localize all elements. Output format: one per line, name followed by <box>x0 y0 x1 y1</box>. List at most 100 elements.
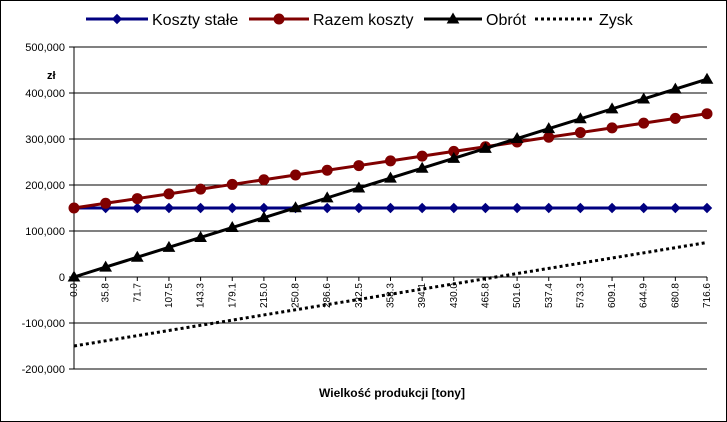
x-tick-label: 286.6 <box>322 283 333 308</box>
data-point <box>638 117 650 129</box>
data-point <box>289 201 302 213</box>
x-tick-label: 71.7 <box>132 283 143 303</box>
data-point <box>194 230 207 242</box>
series-layer <box>67 72 714 348</box>
legend-item: Koszty stałe <box>86 12 238 29</box>
data-point <box>700 72 714 84</box>
x-axis-title: Wielkość produkcji [tony] <box>319 386 465 400</box>
data-point <box>67 270 81 282</box>
data-point <box>448 202 460 214</box>
y-tick-label: 100,000 <box>25 226 65 238</box>
data-point <box>638 202 649 214</box>
data-point <box>163 188 175 200</box>
x-tick-label: 501.6 <box>512 283 523 308</box>
x-tick-label: 609.1 <box>607 283 618 308</box>
legend-label: Razem koszty <box>313 12 413 29</box>
data-point <box>353 160 365 172</box>
data-point <box>670 202 681 214</box>
data-point <box>385 202 396 214</box>
data-point <box>447 151 461 163</box>
data-point <box>352 181 366 193</box>
data-point <box>226 178 238 190</box>
data-point <box>163 202 175 214</box>
data-point <box>479 141 492 153</box>
data-point <box>321 164 333 176</box>
data-point <box>257 211 271 223</box>
y-tick-label: 200,000 <box>25 180 65 192</box>
data-point <box>668 82 682 94</box>
data-point <box>227 202 238 214</box>
legend-label: Zysk <box>599 12 634 29</box>
data-point <box>606 202 618 214</box>
x-tick-label: 250.8 <box>291 283 302 308</box>
data-point <box>574 127 586 139</box>
x-tick-label: 107.5 <box>164 283 175 308</box>
x-tick-label: 358.3 <box>386 283 397 308</box>
y-axis-label: zł <box>47 70 56 82</box>
legend-item: Obrót <box>424 12 527 29</box>
axes <box>69 46 708 370</box>
legend-item: Zysk <box>535 12 634 29</box>
data-point <box>543 131 555 143</box>
x-tick-label: 0.0 <box>69 283 80 297</box>
series-Razem koszty <box>68 108 713 214</box>
legend-label: Koszty stałe <box>152 12 238 29</box>
x-tick-label: 430.0 <box>449 283 460 308</box>
legend-marker <box>111 13 123 25</box>
x-tick-label: 644.9 <box>639 283 650 308</box>
data-point <box>258 202 270 214</box>
x-tick-label: 680.8 <box>670 283 681 308</box>
x-tick-label: 322.5 <box>354 283 365 308</box>
y-tick-labels: 500,000 400,000 300,000 200,000 100,000 0 -100… <box>22 42 65 376</box>
y-tick-label: -100,000 <box>22 318 65 330</box>
legend-label: Obrót <box>486 12 527 29</box>
data-point <box>543 202 554 214</box>
data-point <box>701 108 713 120</box>
data-point <box>132 202 143 214</box>
x-tick-label: 716.6 <box>702 283 713 308</box>
data-point <box>605 102 619 114</box>
data-point <box>637 92 651 104</box>
data-point <box>100 197 112 209</box>
data-point <box>320 191 334 203</box>
data-point <box>130 250 144 262</box>
y-tick-label: -200,000 <box>22 364 65 376</box>
series-Koszty stałe <box>68 202 713 214</box>
legend-marker <box>446 12 460 24</box>
x-tick-label: 179.1 <box>227 283 238 308</box>
data-point <box>574 112 587 124</box>
data-point <box>384 171 397 183</box>
data-point <box>701 202 713 214</box>
x-tick-label: 35.8 <box>101 283 112 303</box>
data-point <box>606 122 618 134</box>
data-point <box>162 240 176 252</box>
data-point <box>510 132 524 144</box>
x-tick-label: 394.1 <box>417 283 428 308</box>
data-point <box>290 169 302 181</box>
legend-marker <box>273 13 285 25</box>
data-point <box>195 202 206 214</box>
x-tick-label: 215.0 <box>259 283 270 308</box>
gridlines <box>74 46 707 370</box>
data-point <box>669 112 681 124</box>
data-point <box>68 202 80 214</box>
data-point <box>542 122 556 134</box>
series-Zysk <box>73 241 708 348</box>
y-tick-label: 400,000 <box>25 88 65 100</box>
data-point <box>99 260 113 272</box>
data-point <box>321 202 333 214</box>
data-point <box>480 202 491 214</box>
data-point <box>416 202 428 214</box>
x-tick-label: 573.3 <box>575 283 586 308</box>
data-point <box>385 155 396 167</box>
legend-item: Razem koszty <box>249 12 413 29</box>
data-point <box>195 183 207 195</box>
data-point <box>575 202 586 214</box>
data-point <box>511 202 523 214</box>
y-tick-label: 300,000 <box>25 134 65 146</box>
data-point <box>353 202 365 214</box>
x-tick-labels: 0.0 35.8 71.7 107.5 143.3 179.1 215.0 250.8 286.… <box>69 283 713 308</box>
x-tick-label: 537.4 <box>544 283 555 308</box>
